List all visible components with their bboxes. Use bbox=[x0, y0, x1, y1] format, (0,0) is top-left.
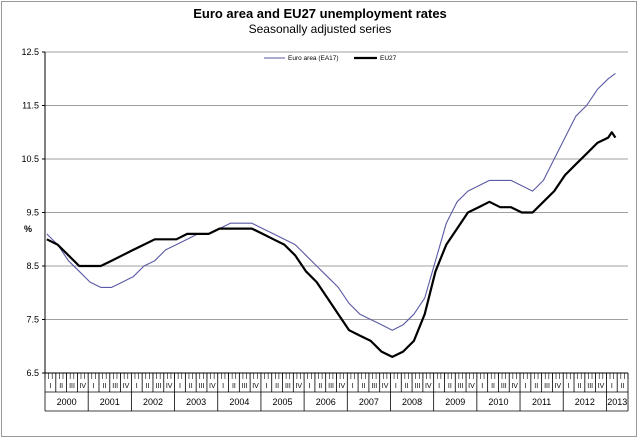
quarter-label: III bbox=[242, 383, 248, 390]
quarter-label: III bbox=[199, 383, 205, 390]
year-label: 2009 bbox=[445, 397, 465, 407]
quarter-label: II bbox=[232, 383, 236, 390]
chart-header: Euro area and EU27 unemployment rates Se… bbox=[0, 6, 640, 37]
year-label: 2003 bbox=[186, 397, 206, 407]
y-tick-label: 7.5 bbox=[26, 315, 39, 325]
y-tick-label: 9.5 bbox=[26, 208, 39, 218]
quarter-label: III bbox=[544, 383, 550, 390]
year-label: 2013 bbox=[607, 397, 627, 407]
year-label: 2005 bbox=[273, 397, 293, 407]
quarter-label: III bbox=[285, 383, 291, 390]
x-axis-quarters: I II III IV I II III IV I II III IV I II III IV I II III IV… bbox=[44, 373, 629, 412]
year-label: 2008 bbox=[402, 397, 422, 407]
year-label: 2000 bbox=[57, 397, 77, 407]
quarter-label: IV bbox=[511, 383, 518, 390]
y-tick-label: 11.5 bbox=[22, 101, 39, 111]
year-label: 2011 bbox=[532, 397, 551, 407]
quarter-label: II bbox=[534, 383, 538, 390]
quarter-label: III bbox=[371, 383, 377, 390]
quarter-label: I bbox=[481, 383, 483, 390]
quarter-label: IV bbox=[382, 383, 389, 390]
quarter-label: I bbox=[395, 383, 397, 390]
quarter-label: IV bbox=[79, 383, 86, 390]
quarter-label: III bbox=[415, 383, 421, 390]
quarter-label: IV bbox=[123, 383, 130, 390]
year-label: 2001 bbox=[100, 397, 120, 407]
quarter-label: I bbox=[309, 383, 311, 390]
year-label: 2002 bbox=[143, 397, 163, 407]
quarter-label: IV bbox=[468, 383, 475, 390]
chart-title: Euro area and EU27 unemployment rates bbox=[193, 6, 447, 21]
quarter-label: II bbox=[102, 383, 106, 390]
quarter-label: IV bbox=[209, 383, 216, 390]
quarter-label: II bbox=[189, 383, 193, 390]
quarter-label: II bbox=[59, 383, 63, 390]
chart-subtitle: Seasonally adjusted series bbox=[248, 22, 392, 36]
data-series bbox=[46, 72, 617, 358]
series-line-eu27 bbox=[46, 131, 617, 358]
quarter-label: I bbox=[265, 383, 267, 390]
quarter-label: III bbox=[587, 383, 593, 390]
quarter-label: IV bbox=[598, 383, 605, 390]
quarter-label: IV bbox=[425, 383, 432, 390]
quarter-label: III bbox=[328, 383, 334, 390]
quarter-label: II bbox=[448, 383, 452, 390]
quarter-label: IV bbox=[295, 383, 302, 390]
year-label: 2004 bbox=[229, 397, 249, 407]
quarter-label: II bbox=[318, 383, 322, 390]
quarter-label: I bbox=[222, 383, 224, 390]
year-label: 2007 bbox=[359, 397, 379, 407]
quarter-label: II bbox=[405, 383, 409, 390]
quarter-label: I bbox=[179, 383, 181, 390]
quarter-label: III bbox=[501, 383, 507, 390]
y-tick-label: 8.5 bbox=[26, 261, 39, 271]
y-tick-label: 12.5 bbox=[21, 47, 39, 57]
quarter-label: III bbox=[69, 383, 75, 390]
legend-label-ea17: Euro area (EA17) bbox=[288, 55, 339, 62]
quarter-label: I bbox=[611, 383, 613, 390]
quarter-label: III bbox=[112, 383, 118, 390]
quarter-label: I bbox=[438, 383, 440, 390]
quarter-label: III bbox=[155, 383, 161, 390]
year-label: 2006 bbox=[316, 397, 336, 407]
quarter-label: IV bbox=[339, 383, 346, 390]
legend-label-eu27: EU27 bbox=[380, 55, 397, 62]
quarter-label: IV bbox=[166, 383, 173, 390]
quarter-label: II bbox=[621, 383, 625, 390]
quarter-label: IV bbox=[252, 383, 259, 390]
quarter-label: I bbox=[568, 383, 570, 390]
quarter-label: II bbox=[491, 383, 495, 390]
quarter-label: II bbox=[146, 383, 150, 390]
quarter-label: I bbox=[93, 383, 95, 390]
y-tick-label: 6.5 bbox=[26, 368, 39, 378]
quarter-label: III bbox=[458, 383, 464, 390]
y-tick-labels: 12.5 11.5 10.5 9.5 8.5 7.5 6.5 bbox=[21, 47, 39, 378]
y-axis-unit-label: % bbox=[24, 224, 32, 234]
y-tick-label: 10.5 bbox=[21, 154, 39, 164]
year-label: 2010 bbox=[488, 397, 508, 407]
quarter-label: I bbox=[49, 383, 51, 390]
quarter-label: I bbox=[352, 383, 354, 390]
quarter-label: II bbox=[275, 383, 279, 390]
quarter-label: I bbox=[136, 383, 138, 390]
quarter-label: IV bbox=[555, 383, 562, 390]
quarter-label: II bbox=[362, 383, 366, 390]
series-line-ea17 bbox=[46, 72, 616, 331]
gridlines bbox=[45, 51, 628, 320]
year-label: 2012 bbox=[575, 397, 595, 407]
quarter-label: II bbox=[577, 383, 581, 390]
quarter-label: I bbox=[524, 383, 526, 390]
legend: Euro area (EA17) EU27 bbox=[264, 55, 397, 62]
